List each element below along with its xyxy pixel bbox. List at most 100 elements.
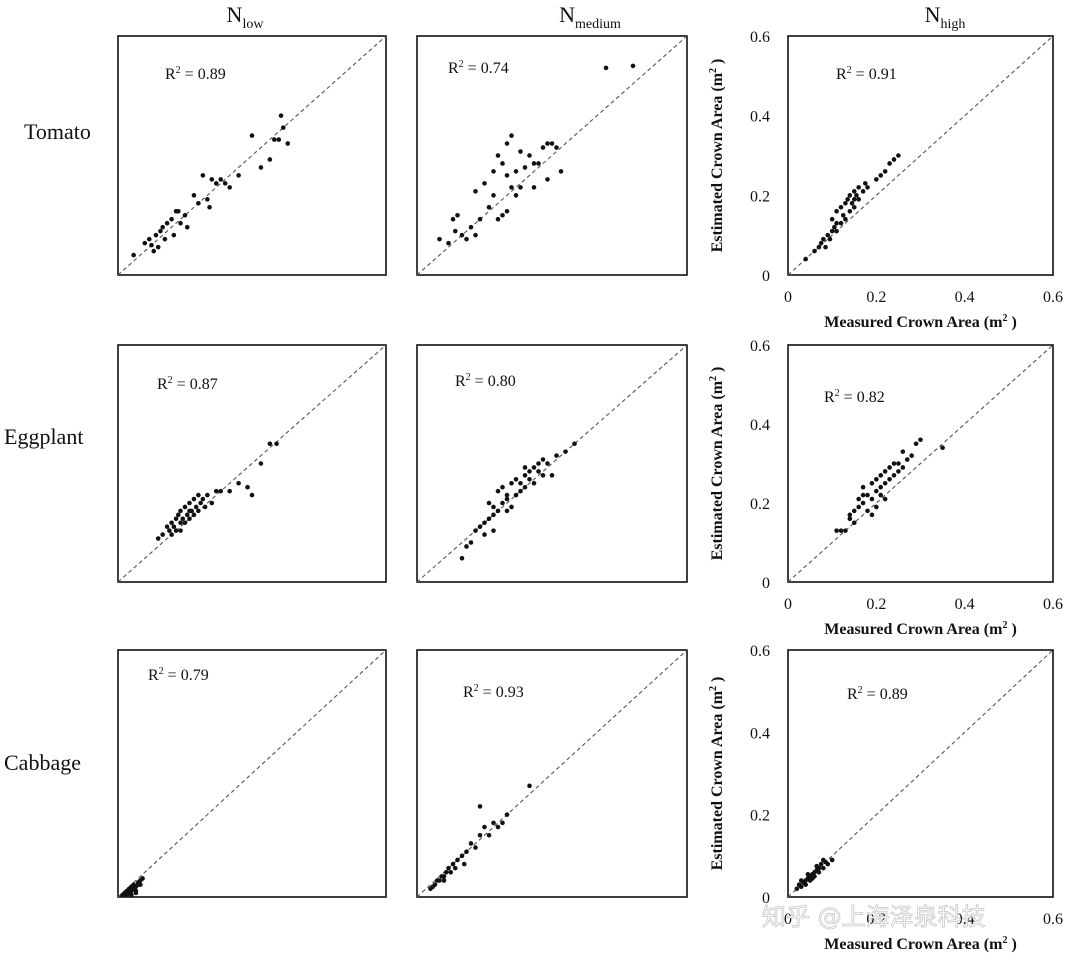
data-point [446, 240, 451, 246]
data-point [205, 492, 210, 498]
data-point [878, 473, 884, 478]
data-point [178, 528, 183, 533]
data-point [274, 441, 279, 447]
data-point [522, 165, 528, 170]
data-point [518, 149, 523, 154]
data-point [513, 477, 519, 482]
data-point [182, 504, 188, 510]
data-point [504, 508, 510, 514]
x-tick-label: 0.6 [1043, 596, 1063, 613]
data-point [218, 488, 224, 494]
data-point [146, 236, 152, 242]
data-point [218, 177, 224, 182]
y-tick-label: 0.4 [750, 417, 770, 434]
data-point [209, 500, 215, 506]
data-point [138, 882, 143, 887]
y-axis-title: Estimated Crown Area (m2 ) [708, 59, 726, 253]
data-point [491, 169, 496, 174]
data-point [832, 224, 837, 230]
scatter-panel-tomato-low: R2 = 0.89 [117, 35, 387, 276]
data-point [860, 484, 866, 490]
x-tick-label: 0.2 [866, 289, 886, 306]
data-point [140, 876, 145, 881]
data-point [856, 197, 861, 202]
data-point [829, 857, 835, 863]
data-point [531, 185, 537, 190]
data-point [477, 832, 483, 838]
x-tick-label: 0.2 [866, 911, 886, 928]
data-point [513, 169, 519, 174]
data-point [887, 465, 892, 470]
data-point [196, 508, 201, 514]
data-point [153, 232, 159, 238]
x-tick-label: 0 [784, 596, 792, 613]
scatter-panel-cabbage-low: R2 = 0.79 [117, 649, 387, 898]
data-point [455, 212, 460, 218]
y-tick-label: 0.4 [750, 109, 770, 126]
data-point [171, 524, 177, 529]
data-point [536, 469, 541, 474]
y-tick-label: 0.6 [750, 338, 770, 355]
data-point [527, 469, 532, 474]
x-tick-label: 0.4 [955, 596, 975, 613]
data-point [191, 496, 197, 502]
data-point [874, 477, 879, 482]
data-point [486, 500, 492, 506]
r-squared-label: R2 = 0.93 [463, 683, 524, 701]
data-point [860, 189, 866, 194]
data-point [173, 516, 179, 522]
data-point [896, 461, 901, 466]
scatter-panel-eggplant-high: R2 = 0.82 00 0.2 0.2 0.4 0.4 0.6 0.6 Measured Cr… [708, 338, 1063, 638]
data-point [504, 173, 510, 178]
data-point [468, 224, 474, 230]
one-to-one-line [787, 35, 1054, 276]
x-tick-label: 0.4 [955, 289, 975, 306]
data-point [563, 449, 568, 454]
data-point [798, 884, 804, 890]
r-squared-label: R2 = 0.80 [455, 372, 516, 390]
data-point [834, 220, 839, 226]
data-point [160, 224, 165, 230]
data-point [540, 457, 546, 462]
data-point [491, 820, 496, 826]
data-point [847, 512, 853, 518]
data-point [182, 520, 188, 526]
data-point [155, 244, 161, 250]
r-squared-label: R2 = 0.91 [836, 65, 897, 83]
data-point [531, 480, 537, 486]
data-point [856, 504, 861, 510]
data-point [272, 137, 277, 142]
data-point [878, 484, 884, 490]
data-point [843, 528, 848, 533]
data-point [477, 216, 483, 222]
data-point [227, 185, 232, 190]
data-point [522, 484, 528, 490]
data-point [178, 520, 183, 526]
data-point [549, 141, 555, 146]
data-point [527, 477, 532, 482]
scatter-panel-tomato-medium: R2 = 0.74 [416, 35, 688, 276]
data-point [182, 212, 188, 218]
one-to-one-line [787, 344, 1054, 583]
column-header-medium: Nmedium [559, 2, 621, 32]
data-point [851, 197, 857, 202]
data-point [473, 232, 478, 238]
data-point [630, 63, 636, 69]
x-tick-label: 0.6 [1043, 911, 1063, 928]
data-point [900, 465, 906, 470]
data-point [847, 208, 853, 214]
data-point [491, 504, 496, 510]
data-point [486, 516, 492, 522]
data-point [827, 236, 833, 242]
data-point [227, 488, 232, 494]
data-point [878, 492, 884, 498]
data-point [491, 528, 496, 533]
data-point [882, 496, 888, 502]
data-point [464, 849, 469, 855]
data-point [491, 512, 496, 518]
data-point [825, 861, 831, 867]
data-point [459, 853, 465, 859]
data-point [545, 141, 550, 146]
data-point [860, 500, 866, 506]
